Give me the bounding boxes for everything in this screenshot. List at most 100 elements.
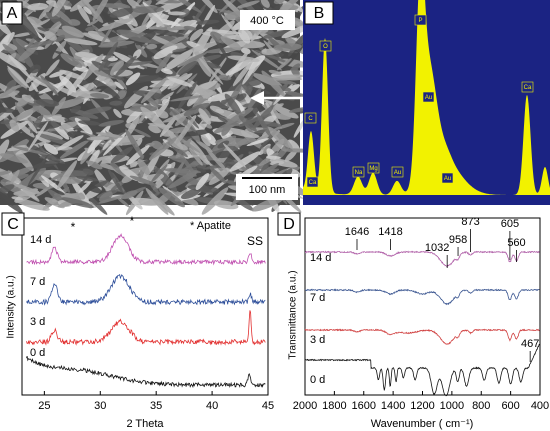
nanorod [16, 122, 35, 138]
nanorod [0, 106, 16, 113]
nanorod [67, 69, 88, 96]
nanorod [109, 100, 123, 106]
nanorod [284, 91, 309, 98]
nanorod [137, 113, 147, 125]
nanorod [125, 60, 153, 67]
nanorod [0, 31, 15, 54]
peak-label: C [308, 116, 313, 122]
peak-label-box [306, 176, 319, 188]
panel-label-box [1, 1, 23, 25]
xrd-curve [26, 355, 266, 389]
nanorod [269, 74, 304, 81]
nanorod [107, 57, 118, 62]
nanorod [151, 164, 168, 183]
nanorod [227, 55, 260, 63]
x-tick-label: 2000 [293, 400, 317, 412]
annotation: SS [247, 234, 263, 248]
nanorod [92, 0, 111, 22]
nanorod [273, 0, 285, 5]
nanorod [207, 90, 240, 102]
nanorod [205, 132, 217, 146]
nanorod [82, 168, 95, 175]
curve-label: 0 d [310, 374, 325, 386]
ftir-curve [304, 288, 540, 306]
nanorod [116, 29, 151, 43]
nanorod [155, 0, 174, 5]
nanorod [4, 78, 17, 93]
nanorod [69, 46, 86, 69]
nanorod [208, 55, 228, 84]
nanorod [170, 54, 196, 60]
curve-label: 3 d [30, 316, 45, 328]
nanorod [21, 96, 35, 104]
nanorod [0, 17, 12, 36]
nanorod [222, 142, 246, 168]
x-tick-label: 1600 [352, 400, 376, 412]
nanorod [273, 122, 295, 130]
nanorod [225, 59, 252, 76]
nanorod [7, 65, 30, 89]
nanorod [77, 0, 98, 16]
nanorod [183, 102, 210, 117]
nanorod [168, 170, 199, 189]
nanorod [155, 53, 172, 74]
peak-label-box [352, 166, 365, 178]
nanorod [61, 25, 85, 38]
nanorod [251, 196, 285, 212]
nanorod [86, 193, 108, 215]
peak-label: 958 [449, 234, 467, 246]
nanorod [178, 51, 208, 67]
nanorod [236, 0, 260, 9]
nanorod [264, 99, 282, 129]
nanorod [52, 40, 67, 59]
nanorod [194, 0, 218, 14]
peak-label-box [521, 81, 534, 93]
curve-label: 7 d [310, 292, 325, 304]
nanorod [153, 45, 178, 60]
nanorod [140, 78, 167, 104]
nanorod [235, 93, 247, 102]
nanorod [238, 28, 251, 44]
nanorod [148, 13, 165, 28]
nanorod [13, 32, 33, 38]
x-tick-label: 1000 [440, 400, 464, 412]
nanorod [25, 39, 57, 49]
nanorod [70, 105, 81, 114]
nanorod [129, 175, 157, 186]
y-axis-label: Intensity (a.u.) [6, 275, 17, 338]
nanorod [94, 161, 119, 171]
peak-label-box [414, 14, 427, 26]
nanorod [13, 183, 41, 194]
nanorod [114, 81, 124, 90]
nanorod [38, 1, 55, 20]
annotation: * [71, 220, 76, 234]
nanorod [110, 146, 133, 164]
nanorod [85, 26, 97, 32]
nanorod [77, 4, 91, 24]
nanorod [56, 135, 84, 151]
nanorod [251, 87, 271, 95]
nanorod [102, 132, 127, 156]
nanorod [0, 139, 10, 164]
nanorod [0, 153, 29, 164]
nanorod [67, 131, 92, 141]
nanorod [198, 108, 211, 125]
peak-label: 605 [501, 218, 519, 230]
nanorod [186, 40, 223, 54]
nanorod [213, 117, 245, 134]
nanorod [61, 197, 94, 209]
peak-label: Ca [524, 85, 532, 91]
nanorod [253, 105, 274, 129]
nanorod [242, 58, 259, 85]
nanorod [51, 0, 70, 17]
nanorod [76, 175, 99, 182]
nanorod [126, 108, 144, 124]
nanorod [35, 98, 60, 107]
xrd-curve [26, 233, 266, 266]
peak-label: Au [444, 176, 451, 182]
xrd-plot: C 25 30 35 40 45 2 Theta Intensity (a.u.) 14 d 7 … [1, 212, 274, 430]
nanorod [145, 187, 169, 215]
plot-frame [21, 217, 269, 396]
nanorod [78, 181, 92, 194]
